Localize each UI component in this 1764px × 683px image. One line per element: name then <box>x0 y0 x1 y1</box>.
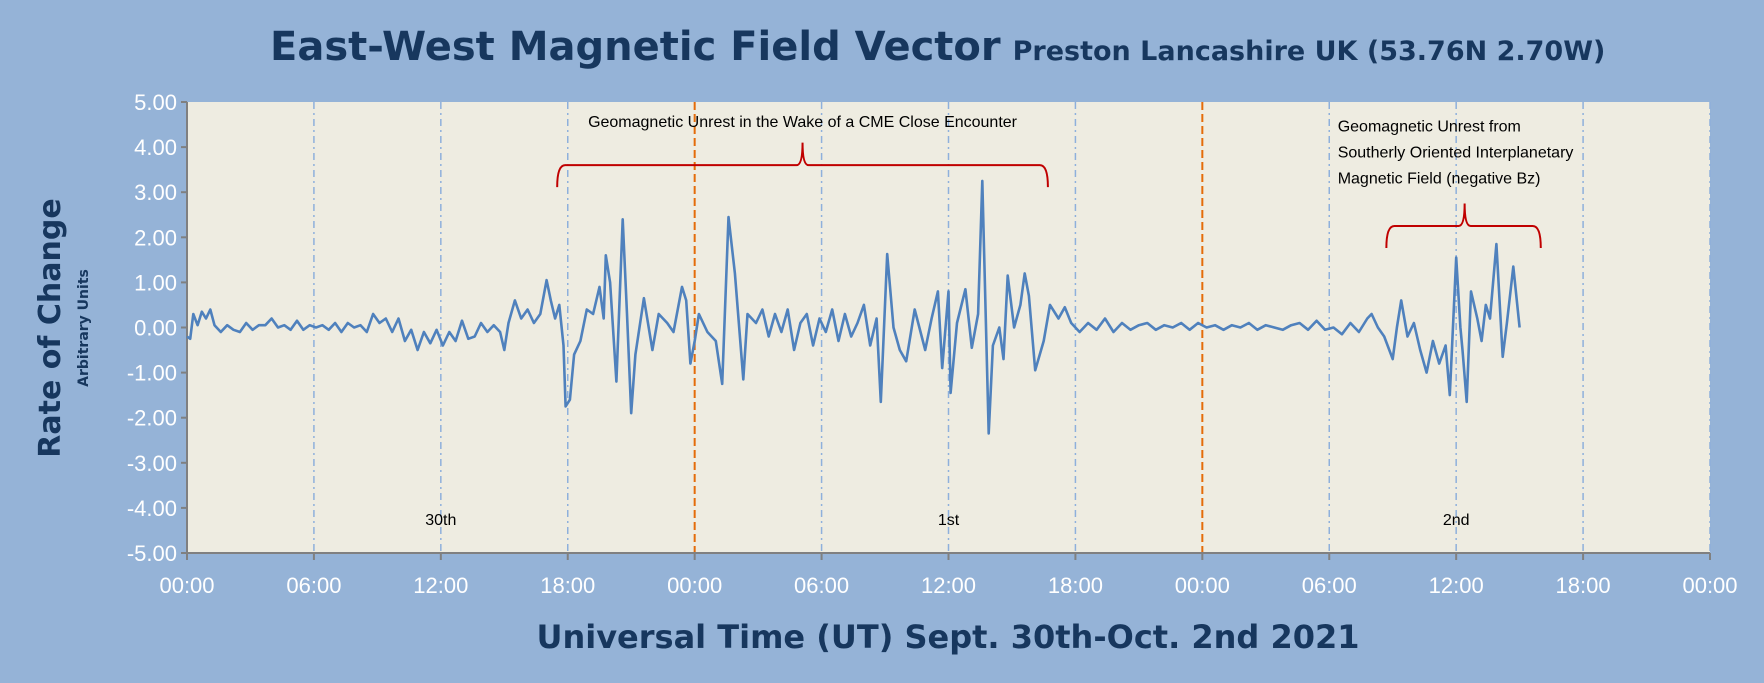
x-axis-title: Universal Time (UT) Sept. 30th-Oct. 2nd … <box>536 618 1359 656</box>
y-tick-label: -4.00 <box>127 496 177 521</box>
y-tick-label: 0.00 <box>134 316 177 341</box>
y-tick-label: -1.00 <box>127 361 177 386</box>
x-tick-label: 18:00 <box>1048 573 1103 598</box>
chart-title-main: East-West Magnetic Field Vector <box>270 24 1001 70</box>
x-tick-label: 12:00 <box>1429 573 1484 598</box>
chart-title: East-West Magnetic Field Vector Preston L… <box>270 24 1605 70</box>
y-tick-label: 2.00 <box>134 225 177 250</box>
x-tick-label: 00:00 <box>1175 573 1230 598</box>
tick-labels: 5.00 4.00 3.00 2.00 1.00 0.00 -1.00 -2.00 -3.00 -… <box>127 90 1738 598</box>
annotation-brace <box>1385 203 1542 249</box>
y-tick-label: 3.00 <box>134 180 177 205</box>
y-tick-label: -3.00 <box>127 451 177 476</box>
day-label: 30th <box>425 512 456 529</box>
x-tick-label: 00:00 <box>1682 573 1737 598</box>
day-label: 2nd <box>1443 512 1470 529</box>
day-label: 1st <box>938 512 960 529</box>
x-tick-label: 00:00 <box>667 573 722 598</box>
y-axis-subtitle: Arbitrary Units <box>76 269 92 387</box>
annotations: Geomagnetic Unrest in the Wake of a CME … <box>556 114 1574 249</box>
x-tick-label: 06:00 <box>286 573 341 598</box>
annotation-brace <box>556 142 1049 188</box>
x-tick-label: 18:00 <box>540 573 595 598</box>
x-tick-label: 12:00 <box>921 573 976 598</box>
x-tick-label: 06:00 <box>1302 573 1357 598</box>
series-line <box>186 179 1521 435</box>
axes <box>181 101 1711 560</box>
x-tick-label: 12:00 <box>413 573 468 598</box>
y-tick-label: 5.00 <box>134 90 177 115</box>
y-tick-label: 4.00 <box>134 135 177 160</box>
x-tick-label: 00:00 <box>159 573 214 598</box>
x-tick-label: 06:00 <box>794 573 849 598</box>
annotation-text: Magnetic Field (negative Bz) <box>1338 170 1541 187</box>
y-axis-title: Rate of Change <box>33 198 68 457</box>
annotation-text: Geomagnetic Unrest from <box>1338 118 1521 135</box>
y-tick-label: -5.00 <box>127 541 177 566</box>
series-layer <box>186 179 1521 435</box>
chart-subtitle: Preston Lancashire UK (53.76N 2.70W) <box>1013 36 1606 67</box>
annotation-text: Geomagnetic Unrest in the Wake of a CME … <box>588 114 1018 131</box>
y-tick-label: -2.00 <box>127 406 177 431</box>
x-tick-label: 18:00 <box>1556 573 1611 598</box>
annotation-text: Southerly Oriented Interplanetary <box>1338 144 1574 161</box>
y-tick-label: 1.00 <box>134 270 177 295</box>
